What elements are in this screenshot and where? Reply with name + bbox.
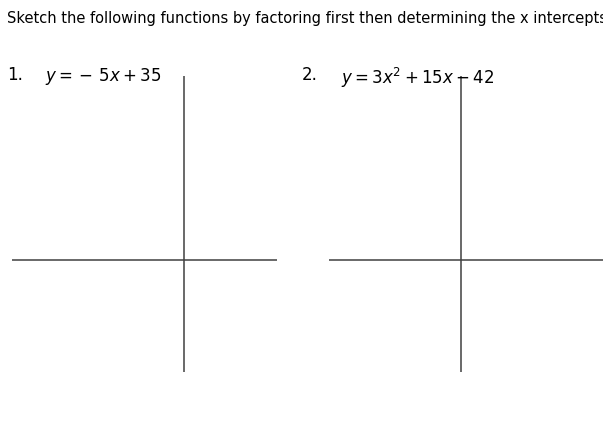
Text: $y = 3x^2 + 15x - 42$: $y = 3x^2 + 15x - 42$ [341, 66, 494, 90]
Text: Sketch the following functions by factoring first then determining the x interce: Sketch the following functions by factor… [7, 11, 603, 25]
Text: 2.: 2. [302, 66, 317, 84]
Text: 1.: 1. [7, 66, 23, 84]
Text: $y = -\,5x + 35$: $y = -\,5x + 35$ [45, 66, 162, 87]
